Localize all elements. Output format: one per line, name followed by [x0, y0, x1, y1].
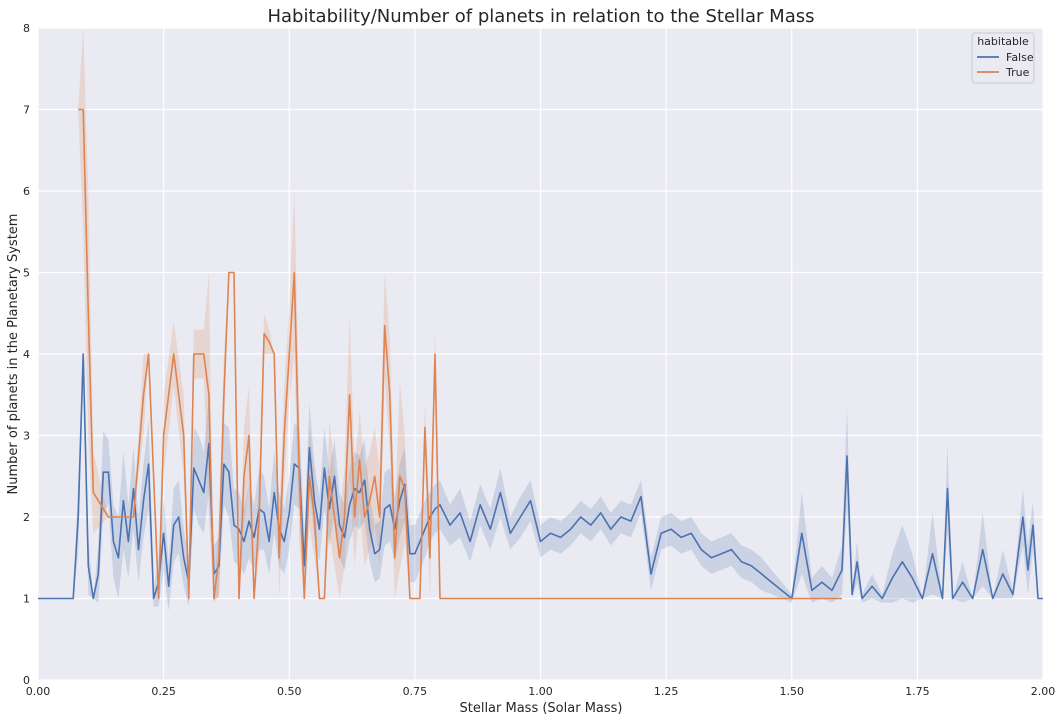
- legend-label-false: False: [1006, 51, 1034, 64]
- x-tick-label: 1.25: [654, 685, 679, 698]
- chart-title: Habitability/Number of planets in relati…: [267, 6, 814, 27]
- series-line-true: [78, 108, 842, 600]
- x-axis: 0.00 0.25 0.50 0.75 1.00 1.25 1.50 1.75 2.00: [26, 685, 1056, 698]
- legend: habitable False True: [971, 32, 1035, 84]
- y-tick-label: 1: [23, 593, 30, 606]
- x-tick-label: 2.00: [1031, 685, 1056, 698]
- legend-title: habitable: [977, 35, 1029, 48]
- x-tick-label: 0.50: [277, 685, 302, 698]
- series-line-false: [38, 353, 1043, 600]
- x-tick-label: 1.00: [528, 685, 553, 698]
- x-tick-label: 0.75: [403, 685, 428, 698]
- x-axis-title: Stellar Mass (Solar Mass): [459, 701, 622, 716]
- y-tick-label: 5: [23, 267, 30, 280]
- y-tick-label: 6: [23, 185, 30, 198]
- legend-label-true: True: [1005, 66, 1030, 79]
- y-tick-label: 2: [23, 511, 30, 524]
- y-tick-label: 7: [23, 104, 30, 117]
- series-lines: [38, 108, 1043, 600]
- ci-band-false: [38, 354, 1043, 611]
- y-tick-label: 3: [23, 430, 30, 443]
- x-tick-label: 0.25: [151, 685, 176, 698]
- y-tick-label: 4: [23, 348, 30, 361]
- x-tick-label: 1.75: [905, 685, 930, 698]
- y-axis-title: Number of planets in the Planetary Syste…: [6, 214, 21, 495]
- x-tick-label: 0.00: [26, 685, 51, 698]
- y-tick-label: 0: [23, 674, 30, 687]
- x-tick-label: 1.50: [780, 685, 805, 698]
- legend-box: [971, 32, 1035, 84]
- y-axis: 0 1 2 3 4 5 6 7 8: [23, 22, 30, 687]
- confidence-bands: [38, 28, 1043, 611]
- y-tick-label: 8: [23, 22, 30, 35]
